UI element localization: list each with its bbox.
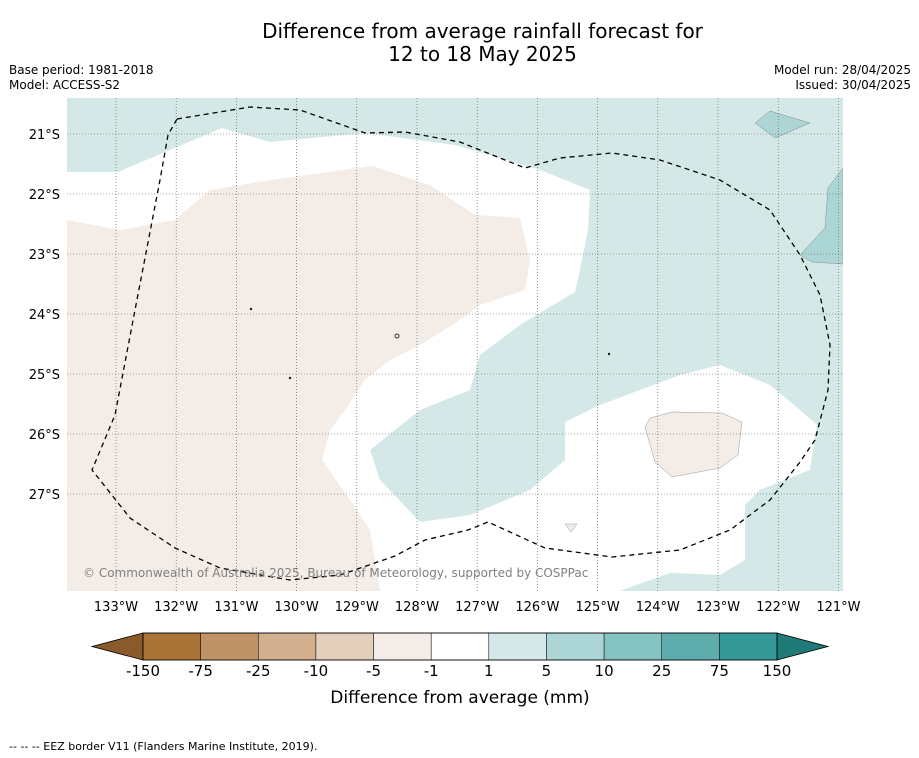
colorbar-tick-label: -10 xyxy=(304,662,329,680)
model-run-text: Model run: 28/04/2025 xyxy=(773,63,911,77)
colorbar-tick-label: -1 xyxy=(424,662,439,680)
longitude-tick-label: 125°W xyxy=(576,600,620,615)
map-title-line-2: 12 to 18 May 2025 xyxy=(388,42,577,66)
map-title-line-1: Difference from average rainfall forecas… xyxy=(262,19,703,43)
latitude-tick-label: 26°S xyxy=(29,428,60,443)
colorbar-tick-label: -5 xyxy=(366,662,381,680)
contour-mark xyxy=(249,307,253,311)
colorbar-segment xyxy=(373,632,432,661)
colorbar-under-arrow xyxy=(90,632,144,661)
contour-mark xyxy=(394,333,400,339)
colorbar-segment xyxy=(142,632,201,661)
colorbar-tick-label: 25 xyxy=(652,662,671,680)
colorbar-segment xyxy=(488,632,547,661)
colorbar-segment xyxy=(430,632,490,661)
colorbar-tick-label: -25 xyxy=(246,662,271,680)
map-plot-area: © Commonwealth of Australia 2025, Bureau… xyxy=(67,98,843,591)
latitude-tick-label: 27°S xyxy=(29,488,60,503)
colorbar-tick-label: -150 xyxy=(126,662,160,680)
colorbar-tick-label: 75 xyxy=(710,662,729,680)
graticule xyxy=(67,98,843,591)
light-teal-region-south xyxy=(620,425,843,591)
longitude-tick-label: 127°W xyxy=(455,600,499,615)
tiny-contour-marks xyxy=(249,307,611,380)
longitude-tick-label: 132°W xyxy=(154,600,198,615)
latitude-tick-labels: 21°S 22°S 23°S 24°S 25°S 26°S 27°S xyxy=(29,128,60,503)
longitude-tick-label: 133°W xyxy=(94,600,138,615)
base-period-text: Base period: 1981-2018 xyxy=(9,63,154,77)
colorbar-segment xyxy=(200,632,259,661)
longitude-tick-label: 126°W xyxy=(515,600,559,615)
contour-mark xyxy=(288,376,292,380)
longitude-tick-label: 123°W xyxy=(696,600,740,615)
issued-text: Issued: 30/04/2025 xyxy=(795,78,911,92)
longitude-tick-label: 129°W xyxy=(335,600,379,615)
latitude-tick-label: 23°S xyxy=(29,248,60,263)
longitude-tick-labels: 133°W 132°W 131°W 130°W 129°W 128°W 127°W 126°W… xyxy=(94,600,861,615)
colorbar-tick-label: 10 xyxy=(595,662,614,680)
colorbar-label: Difference from average (mm) xyxy=(330,688,589,708)
longitude-tick-label: 121°W xyxy=(816,600,860,615)
latitude-tick-label: 21°S xyxy=(29,128,60,143)
colorbar-tick-label: 150 xyxy=(763,662,792,680)
latitude-tick-label: 22°S xyxy=(29,188,60,203)
colorbar-tick-label: 5 xyxy=(542,662,552,680)
eez-border xyxy=(91,106,831,581)
longitude-tick-label: 124°W xyxy=(636,600,680,615)
colorbar-segment xyxy=(258,632,317,661)
medium-teal-patch-east xyxy=(799,167,843,265)
colorbar-segment xyxy=(719,632,778,661)
latitude-tick-label: 25°S xyxy=(29,368,60,383)
colorbar-segment xyxy=(603,632,662,661)
colorbar-tick-label: -75 xyxy=(188,662,213,680)
colorbar-segment xyxy=(315,632,374,661)
colorbar xyxy=(90,632,830,661)
model-text: Model: ACCESS-S2 xyxy=(9,78,121,92)
contour-mark xyxy=(607,352,611,356)
eez-border-note: -- -- -- EEZ border V11 (Flanders Marine… xyxy=(9,740,318,753)
longitude-tick-label: 131°W xyxy=(214,600,258,615)
colorbar-segment xyxy=(661,632,720,661)
light-brown-speck xyxy=(564,523,578,533)
copyright-text: © Commonwealth of Australia 2025, Bureau… xyxy=(83,566,588,580)
colorbar-over-arrow xyxy=(776,632,830,661)
colorbar-segment xyxy=(546,632,605,661)
colorbar-tick-labels: -150 -75 -25 -10 -5 -1 1 5 10 25 75 150 xyxy=(126,662,791,680)
longitude-tick-label: 130°W xyxy=(275,600,319,615)
light-brown-region xyxy=(67,166,530,591)
longitude-tick-label: 128°W xyxy=(395,600,439,615)
colorbar-outline xyxy=(142,632,778,661)
longitude-tick-label: 122°W xyxy=(756,600,800,615)
colorbar-tick-label: 1 xyxy=(484,662,494,680)
latitude-tick-label: 24°S xyxy=(29,308,60,323)
medium-teal-patch-northeast xyxy=(754,110,811,139)
